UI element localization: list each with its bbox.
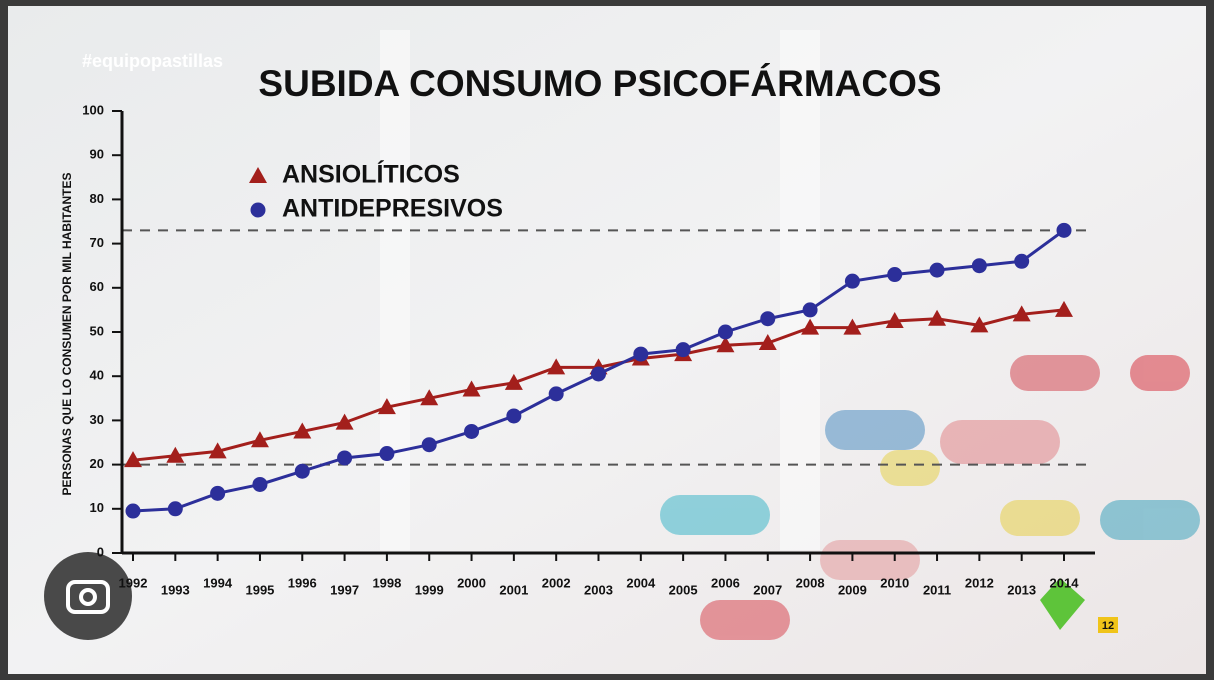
data-point bbox=[293, 422, 312, 439]
x-tick-label: 2004 bbox=[626, 575, 656, 590]
data-point bbox=[928, 309, 947, 326]
chart-title: SUBIDA CONSUMO PSICOFÁRMACOS bbox=[258, 63, 941, 104]
y-tick-label: 10 bbox=[90, 500, 104, 515]
data-point bbox=[1014, 253, 1030, 269]
x-tick-label: 2010 bbox=[880, 575, 909, 590]
x-tick-label: 1993 bbox=[161, 582, 190, 597]
panel bbox=[8, 6, 1206, 674]
data-point bbox=[210, 485, 226, 501]
data-point bbox=[548, 386, 564, 402]
y-tick-label: 30 bbox=[90, 412, 104, 427]
y-axis-label: PERSONAS QUE LO CONSUMEN POR MIL HABITAN… bbox=[60, 173, 74, 496]
data-point bbox=[420, 389, 439, 406]
x-tick-label: 1997 bbox=[330, 582, 359, 597]
data-point bbox=[167, 501, 183, 517]
lens-icon bbox=[79, 588, 97, 606]
data-point bbox=[208, 442, 227, 459]
data-point bbox=[1056, 222, 1072, 238]
data-point bbox=[252, 476, 268, 492]
backdrop-stripe bbox=[380, 30, 410, 550]
y-tick-label: 90 bbox=[90, 147, 104, 162]
channel-logo bbox=[1040, 578, 1085, 630]
data-point bbox=[421, 437, 437, 453]
data-point bbox=[504, 373, 523, 390]
data-point bbox=[1055, 300, 1073, 317]
data-point bbox=[633, 346, 649, 362]
y-tick-label: 100 bbox=[82, 102, 104, 117]
x-tick-label: 2011 bbox=[923, 582, 951, 597]
legend-marker bbox=[249, 167, 267, 183]
x-tick-label: 2000 bbox=[457, 575, 486, 590]
data-point bbox=[591, 366, 606, 382]
y-tick-label: 70 bbox=[90, 235, 104, 250]
x-tick-label: 1992 bbox=[119, 575, 148, 590]
lens-button[interactable] bbox=[44, 552, 132, 640]
data-point bbox=[758, 334, 777, 351]
x-tick-label: 2007 bbox=[753, 582, 782, 597]
data-point bbox=[547, 358, 566, 375]
x-tick-label: 1996 bbox=[288, 575, 317, 590]
y-tick-label: 40 bbox=[90, 368, 104, 383]
x-tick-label: 1998 bbox=[372, 575, 401, 590]
x-tick-label: 2002 bbox=[542, 575, 571, 590]
x-tick-label: 2005 bbox=[669, 582, 698, 597]
x-tick-label: 2001 bbox=[499, 582, 528, 597]
data-point bbox=[929, 262, 945, 278]
data-point bbox=[506, 408, 522, 424]
legend-marker bbox=[250, 202, 266, 218]
data-point bbox=[801, 318, 820, 335]
data-point bbox=[125, 503, 141, 519]
data-point bbox=[970, 316, 989, 333]
y-tick-label: 0 bbox=[97, 544, 104, 559]
x-tick-label: 2009 bbox=[838, 582, 867, 597]
data-point bbox=[294, 463, 310, 479]
data-point bbox=[760, 311, 776, 327]
y-tick-label: 80 bbox=[90, 191, 104, 206]
x-tick-label: 2013 bbox=[1007, 582, 1036, 597]
data-point bbox=[717, 324, 733, 340]
lens-icon bbox=[66, 580, 110, 614]
data-point bbox=[166, 446, 185, 463]
pills-decoration bbox=[660, 355, 1200, 640]
data-point bbox=[377, 398, 396, 415]
backdrop-stripe bbox=[780, 30, 820, 550]
data-point bbox=[887, 267, 903, 283]
data-point bbox=[124, 451, 142, 468]
hashtag: #equipopastillas bbox=[82, 51, 223, 71]
y-tick-label: 50 bbox=[90, 323, 104, 338]
x-tick-label: 1999 bbox=[415, 582, 444, 597]
y-tick-label: 60 bbox=[90, 279, 104, 294]
data-point bbox=[802, 302, 818, 318]
age-badge: 12 bbox=[1102, 620, 1114, 632]
legend-label: ANSIOLÍTICOS bbox=[282, 160, 460, 189]
data-point bbox=[844, 273, 860, 289]
legend-label: ANTIDEPRESIVOS bbox=[282, 195, 503, 223]
data-point bbox=[716, 336, 735, 353]
data-point bbox=[1012, 305, 1031, 322]
data-point bbox=[250, 431, 269, 448]
data-point bbox=[971, 258, 987, 274]
data-point bbox=[464, 423, 480, 439]
data-point bbox=[675, 342, 691, 358]
x-tick-label: 2003 bbox=[584, 582, 613, 597]
y-tick-label: 20 bbox=[90, 456, 104, 471]
x-tick-label: 2008 bbox=[796, 575, 825, 590]
x-tick-label: 1995 bbox=[245, 582, 274, 597]
x-tick-label: 2012 bbox=[965, 575, 994, 590]
data-point bbox=[335, 413, 354, 430]
data-point bbox=[462, 380, 481, 397]
data-point bbox=[337, 450, 353, 466]
x-tick-label: 1994 bbox=[203, 575, 233, 590]
badge-box bbox=[1098, 617, 1118, 633]
data-point bbox=[379, 446, 395, 462]
data-point bbox=[843, 318, 862, 335]
data-point bbox=[885, 311, 904, 328]
x-tick-label: 2014 bbox=[1050, 575, 1080, 590]
x-tick-label: 2006 bbox=[711, 575, 740, 590]
